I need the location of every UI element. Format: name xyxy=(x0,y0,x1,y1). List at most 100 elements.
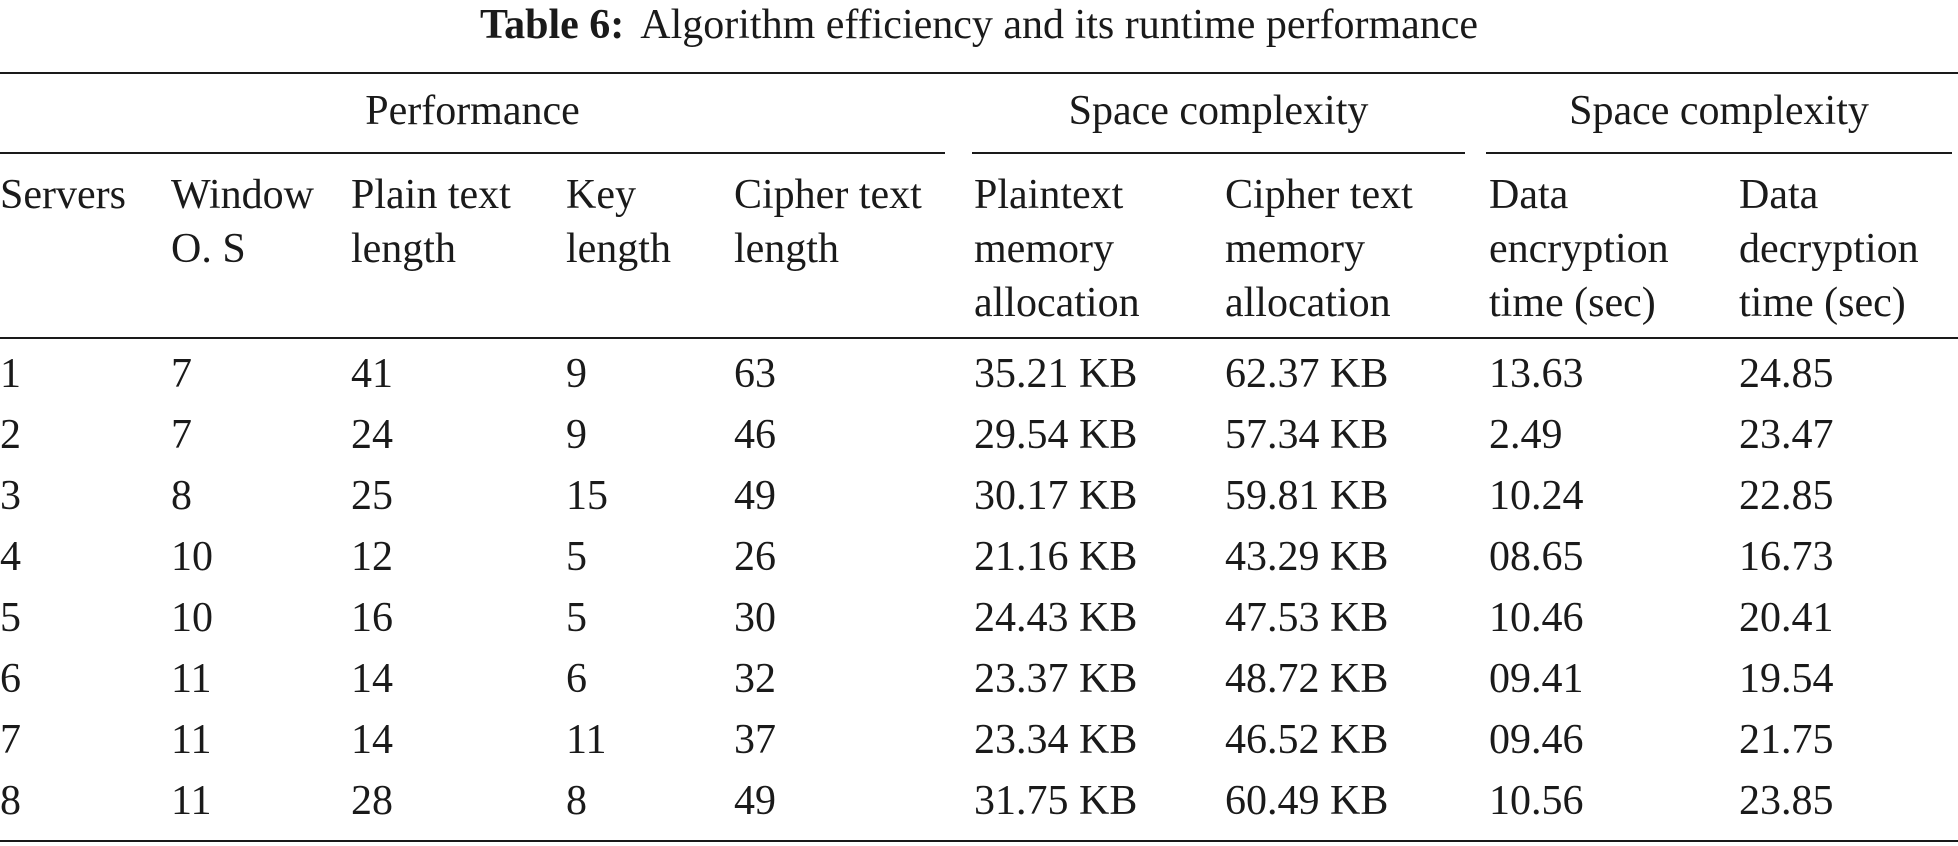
table-cell-r8-c5: 49 xyxy=(734,778,776,824)
table-cell-r6-c9: 19.54 xyxy=(1739,656,1834,702)
table-cell-r1-c5: 63 xyxy=(734,351,776,397)
table-cell-r2-c5: 46 xyxy=(734,412,776,458)
table-cell-r5-c8: 10.46 xyxy=(1489,595,1584,641)
table-cell-r6-c3: 14 xyxy=(351,656,393,702)
column-header-4: Key length xyxy=(566,168,671,276)
column-header-line: Data xyxy=(1739,172,1819,218)
column-header-line: encryption xyxy=(1489,226,1669,272)
column-header-line: allocation xyxy=(974,280,1140,326)
table-cell-r2-c4: 9 xyxy=(566,412,587,458)
table-cell-r5-c9: 20.41 xyxy=(1739,595,1834,641)
table-cell-r8-c4: 8 xyxy=(566,778,587,824)
column-header-line: Data xyxy=(1489,172,1569,218)
table-cell-r2-c1: 2 xyxy=(0,412,21,458)
table-cell-r5-c5: 30 xyxy=(734,595,776,641)
column-header-6: Plaintext memory allocation xyxy=(974,168,1140,330)
group-header-2: Space complexity xyxy=(1068,88,1369,134)
table-cell-r7-c2: 11 xyxy=(171,717,212,763)
table-cell-r3-c8: 10.24 xyxy=(1489,473,1584,519)
column-header-line: Key xyxy=(566,172,636,218)
table-cell-r1-c2: 7 xyxy=(171,351,192,397)
table-caption: Table 6: Algorithm efficiency and its run… xyxy=(0,0,1958,60)
table-cell-r1-c9: 24.85 xyxy=(1739,351,1834,397)
table-cell-r1-c4: 9 xyxy=(566,351,587,397)
table-cell-r2-c8: 2.49 xyxy=(1489,412,1563,458)
column-header-line: Plain text xyxy=(351,172,511,218)
column-header-9: Data decryption time (sec) xyxy=(1739,168,1919,330)
table-cell-r3-c3: 25 xyxy=(351,473,393,519)
table-cell-r7-c9: 21.75 xyxy=(1739,717,1834,763)
table-cell-r4-c4: 5 xyxy=(566,534,587,580)
table-cell-r6-c7: 48.72 KB xyxy=(1225,656,1389,702)
caption-label: Table 6: xyxy=(479,2,625,48)
table-cell-r5-c3: 16 xyxy=(351,595,393,641)
table-cell-r2-c3: 24 xyxy=(351,412,393,458)
table-cell-r4-c2: 10 xyxy=(171,534,213,580)
column-header-line: time (sec) xyxy=(1739,280,1906,326)
table-cell-r4-c6: 21.16 KB xyxy=(974,534,1138,580)
table-cell-r7-c5: 37 xyxy=(734,717,776,763)
table-cell-r5-c1: 5 xyxy=(0,595,21,641)
column-header-line: memory xyxy=(974,226,1114,272)
column-header-line: Cipher text xyxy=(734,172,922,218)
column-header-line: Plaintext xyxy=(974,172,1124,218)
table-cell-r5-c2: 10 xyxy=(171,595,213,641)
table-cell-r2-c9: 23.47 xyxy=(1739,412,1834,458)
column-header-line: O. S xyxy=(171,226,246,272)
column-header-1: Servers xyxy=(0,168,126,222)
table-cell-r4-c1: 4 xyxy=(0,534,21,580)
table-cell-r3-c5: 49 xyxy=(734,473,776,519)
table-cell-r8-c1: 8 xyxy=(0,778,21,824)
table-cell-r3-c1: 3 xyxy=(0,473,21,519)
table-cell-r8-c8: 10.56 xyxy=(1489,778,1584,824)
table-cell-r8-c3: 28 xyxy=(351,778,393,824)
table-cell-r2-c2: 7 xyxy=(171,412,192,458)
table-cell-r3-c4: 15 xyxy=(566,473,608,519)
table-cell-r4-c3: 12 xyxy=(351,534,393,580)
table-cell-r7-c6: 23.34 KB xyxy=(974,717,1138,763)
table-cell-r3-c6: 30.17 KB xyxy=(974,473,1138,519)
bottom-rule xyxy=(0,840,1958,842)
group-rule-2 xyxy=(972,152,1465,154)
table-cell-r5-c6: 24.43 KB xyxy=(974,595,1138,641)
column-header-line: length xyxy=(566,226,671,272)
table-cell-r7-c3: 14 xyxy=(351,717,393,763)
table-cell-r7-c4: 11 xyxy=(566,717,607,763)
group-header-1: Performance xyxy=(365,88,580,134)
table-cell-r3-c9: 22.85 xyxy=(1739,473,1834,519)
column-header-5: Cipher text length xyxy=(734,168,922,276)
table-cell-r1-c7: 62.37 KB xyxy=(1225,351,1389,397)
column-header-line: memory xyxy=(1225,226,1365,272)
column-header-line: Servers xyxy=(0,172,126,218)
table-cell-r4-c8: 08.65 xyxy=(1489,534,1584,580)
table-cell-r7-c8: 09.46 xyxy=(1489,717,1584,763)
table-cell-r6-c8: 09.41 xyxy=(1489,656,1584,702)
column-header-3: Plain text length xyxy=(351,168,511,276)
group-rule-1 xyxy=(0,152,945,154)
column-header-line: Window xyxy=(171,172,314,218)
group-rule-3 xyxy=(1486,152,1952,154)
table-cell-r8-c7: 60.49 KB xyxy=(1225,778,1389,824)
table-cell-r7-c1: 7 xyxy=(0,717,21,763)
column-header-line: time (sec) xyxy=(1489,280,1656,326)
table-cell-r8-c6: 31.75 KB xyxy=(974,778,1138,824)
column-header-8: Data encryption time (sec) xyxy=(1489,168,1669,330)
table-cell-r1-c8: 13.63 xyxy=(1489,351,1584,397)
top-rule xyxy=(0,72,1958,74)
table-cell-r3-c7: 59.81 KB xyxy=(1225,473,1389,519)
header-rule xyxy=(0,337,1958,339)
column-header-line: Cipher text xyxy=(1225,172,1413,218)
table-cell-r7-c7: 46.52 KB xyxy=(1225,717,1389,763)
table-cell-r5-c4: 5 xyxy=(566,595,587,641)
table-cell-r1-c6: 35.21 KB xyxy=(974,351,1138,397)
column-header-line: allocation xyxy=(1225,280,1391,326)
table-cell-r3-c2: 8 xyxy=(171,473,192,519)
table-cell-r4-c7: 43.29 KB xyxy=(1225,534,1389,580)
column-header-line: length xyxy=(734,226,839,272)
column-header-2: Window O. S xyxy=(171,168,314,276)
table-cell-r1-c1: 1 xyxy=(0,351,21,397)
group-header-3: Space complexity xyxy=(1569,88,1869,134)
caption-text: Algorithm efficiency and its runtime per… xyxy=(640,2,1479,48)
table-cell-r6-c6: 23.37 KB xyxy=(974,656,1138,702)
table-cell-r6-c5: 32 xyxy=(734,656,776,702)
